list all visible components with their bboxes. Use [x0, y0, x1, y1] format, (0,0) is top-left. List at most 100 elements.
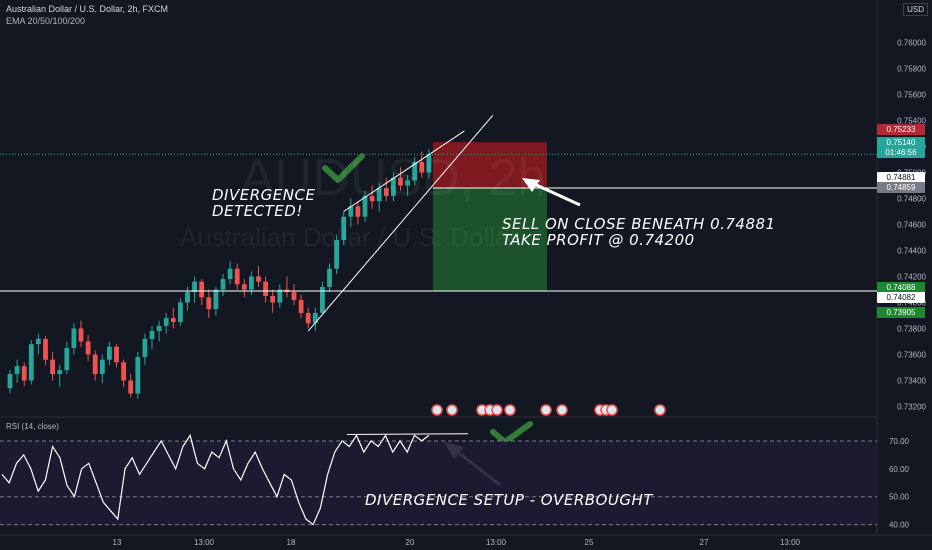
watermark-name: Australian Dollar / U.S. Dollar: [180, 222, 519, 252]
candle-body: [199, 281, 205, 298]
candle-body: [14, 366, 20, 374]
candle-body: [135, 357, 141, 394]
entry-gray-tag: 0.74859: [877, 182, 925, 193]
rsi-divergence-line: [346, 433, 469, 436]
candle-body: [185, 292, 190, 303]
sell-instruction-line1: SELL ON CLOSE BENEATH 0.74881: [502, 215, 776, 233]
candle-body: [383, 188, 389, 196]
event-flag-icon: [606, 404, 618, 416]
candle-body: [92, 354, 98, 374]
divergence-label-line2: DETECTED!: [212, 202, 303, 220]
time-tick-label: 27: [700, 538, 709, 547]
sell-arrow-shaft: [531, 181, 581, 207]
event-flag-icon: [504, 404, 516, 416]
candle-body: [71, 328, 77, 348]
candle-body: [85, 341, 91, 355]
candle-body: [234, 268, 240, 285]
candle-body: [398, 177, 403, 186]
wedge-upper-line: [343, 130, 465, 212]
indicator-legend: EMA 20/50/100/200: [6, 16, 86, 26]
candle-body: [334, 240, 339, 269]
watermark-symbol: AUDUSD, 2h: [240, 149, 547, 207]
candle-body: [312, 312, 318, 324]
candle-body: [305, 312, 311, 324]
checkmark-price: [322, 153, 365, 183]
rsi-tick-label: 60.00: [889, 465, 910, 474]
entry-price-tag: 0.74881: [877, 172, 925, 183]
price-tick-label: 0.74000: [897, 299, 926, 308]
candle-body: [50, 359, 55, 374]
price-tick-label: 0.75800: [897, 65, 926, 74]
rsi-label: RSI (14, close): [6, 422, 59, 431]
rsi-divergence-note: DIVERGENCE SETUP - OVERBOUGHT: [365, 491, 653, 509]
candle-body: [36, 338, 41, 345]
rsi-tick-label: 70.00: [889, 437, 910, 446]
candle-body: [419, 162, 425, 173]
candle-body: [99, 359, 105, 374]
candle-body: [213, 289, 219, 309]
candle-body: [170, 318, 176, 322]
candle-body: [341, 216, 347, 241]
candle-body: [348, 206, 354, 217]
price-tick-label: 0.75600: [897, 91, 926, 100]
event-flag-icon: [654, 404, 666, 416]
rsi-tick-label: 40.00: [889, 521, 910, 530]
candle-body: [376, 188, 382, 202]
candle-body: [206, 297, 212, 309]
chart-title: Australian Dollar / U.S. Dollar, 2h, FXC…: [6, 4, 169, 14]
time-tick-label: 13:00: [486, 538, 507, 547]
candle-body: [163, 318, 169, 326]
candle-body: [220, 279, 226, 290]
time-tick-label: 13:00: [194, 538, 215, 547]
rsi-tick-label: 50.00: [889, 493, 910, 502]
candle-body: [291, 292, 297, 300]
candle-body: [277, 289, 283, 303]
rsi-line: [1, 433, 430, 526]
target-price-tag: 0.74088: [877, 282, 925, 293]
price-tick-label: 0.73400: [897, 377, 926, 386]
price-tick-label: 0.74800: [897, 195, 926, 204]
rsi-band: [0, 440, 877, 525]
price-tick-label: 0.74400: [897, 247, 926, 256]
time-tick-label: 13:00: [780, 538, 801, 547]
currency-label[interactable]: USD: [903, 3, 928, 16]
candle-body: [405, 180, 410, 186]
price-tick-label: 0.74600: [897, 221, 926, 230]
event-flag-icon: [556, 404, 568, 416]
candle-body: [270, 296, 276, 303]
candle-body: [121, 362, 126, 381]
stop-price-tag: 0.75233: [877, 124, 925, 135]
candle-body: [249, 276, 254, 290]
price-tick-label: 0.75400: [897, 117, 926, 126]
event-flag-icon: [431, 404, 443, 416]
candle-body: [241, 284, 247, 290]
wedge-lower-line: [307, 114, 494, 332]
candle-body: [128, 380, 134, 394]
event-flag-icon: [540, 404, 552, 416]
price-tick-label: 0.74200: [897, 273, 926, 282]
candle-body: [355, 206, 361, 217]
time-tick-label: 13: [113, 538, 122, 547]
candle-body: [256, 276, 261, 282]
candle-body: [412, 162, 418, 181]
candle-body: [57, 370, 63, 374]
candle-body: [192, 281, 197, 293]
price-tick-label: 0.73200: [897, 403, 926, 412]
take-profit-zone: [432, 187, 547, 292]
event-flag-icon: [491, 404, 503, 416]
candle-body: [114, 346, 119, 363]
ema-green-tag: 0.73905: [877, 307, 925, 318]
candle-body: [142, 338, 148, 358]
sell-arrow-head: [522, 178, 540, 192]
event-flag-icon: [446, 404, 458, 416]
time-tick-label: 20: [406, 538, 415, 547]
candle-body: [7, 374, 13, 389]
candle-body: [107, 346, 112, 360]
divergence-label-line1: DIVERGENCE: [212, 186, 316, 204]
candle-body: [369, 195, 375, 202]
price-tick-label: 0.76000: [897, 39, 926, 48]
candle-body: [43, 338, 48, 360]
candle-body: [178, 302, 183, 322]
candle-body: [320, 286, 325, 313]
